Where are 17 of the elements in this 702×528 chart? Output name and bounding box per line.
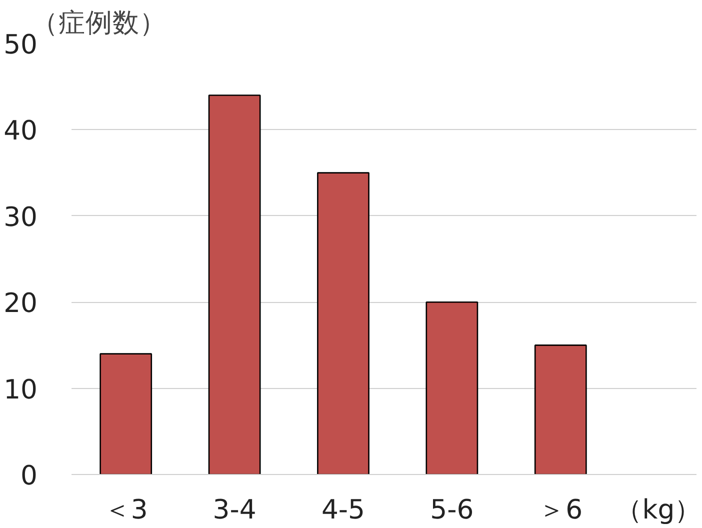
x-tick-label: 4-5 [321,494,366,526]
x-tick-label: ＞6 [538,494,583,526]
bar [426,301,478,474]
bar [208,94,261,474]
y-tick-label: 0 [20,460,38,492]
y-tick-label: 40 [4,116,38,147]
x-tick-label: 3-4 [212,494,256,526]
x-axis-title: （kg） [615,494,702,526]
y-tick-label: 30 [4,202,38,233]
bar [317,172,370,474]
x-tick-label: 5-6 [430,494,474,526]
y-tick-label: 10 [4,374,38,406]
y-tick-label: 50 [4,30,38,60]
y-tick-label: 20 [4,288,38,320]
bar [534,344,587,474]
bar [100,353,152,474]
x-tick-label: ＜3 [104,494,148,526]
